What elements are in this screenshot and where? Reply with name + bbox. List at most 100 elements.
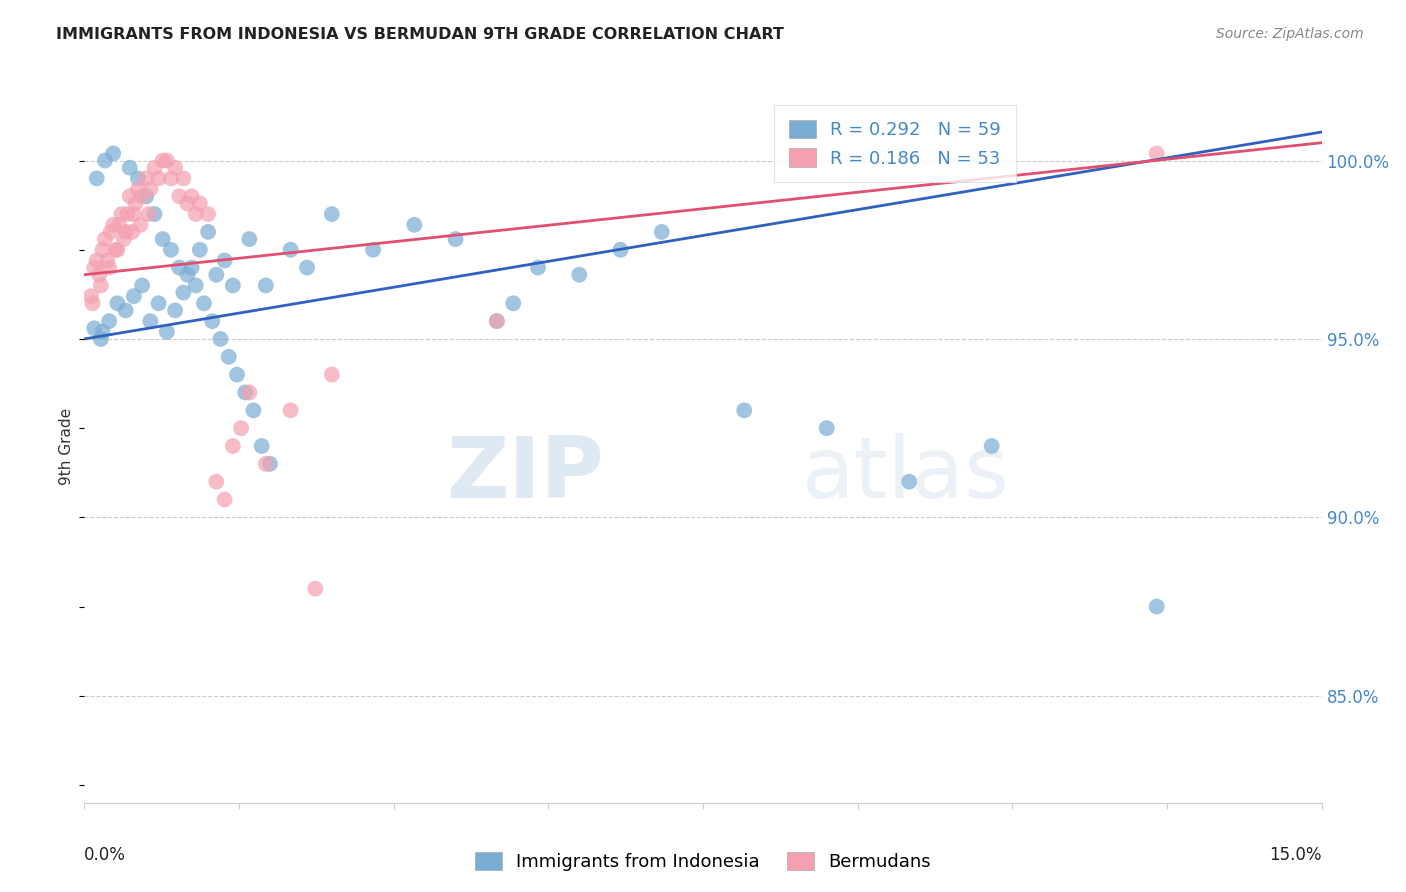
Point: [184, 207, 207, 221]
Point: [165, 161, 187, 175]
Point: [226, 368, 249, 382]
Point: [250, 439, 273, 453]
Point: [238, 385, 260, 400]
Point: [254, 278, 277, 293]
Point: [103, 218, 125, 232]
Point: [1146, 599, 1168, 614]
Point: [105, 243, 128, 257]
Point: [242, 403, 264, 417]
Point: [118, 189, 141, 203]
Point: [114, 225, 136, 239]
Point: [304, 582, 326, 596]
Point: [117, 207, 139, 221]
Point: [100, 225, 122, 239]
Point: [127, 182, 149, 196]
Point: [485, 314, 508, 328]
Point: [127, 171, 149, 186]
Point: [214, 253, 236, 268]
Point: [980, 439, 1002, 453]
Y-axis label: 9th Grade: 9th Grade: [59, 408, 75, 484]
Point: [138, 207, 160, 221]
Point: [172, 171, 194, 186]
Point: [122, 289, 145, 303]
Point: [105, 296, 128, 310]
Point: [112, 232, 135, 246]
Point: [609, 243, 631, 257]
Point: [259, 457, 281, 471]
Point: [122, 207, 145, 221]
Point: [121, 225, 143, 239]
Point: [1146, 146, 1168, 161]
Point: [233, 385, 256, 400]
Point: [815, 421, 838, 435]
Legend: R = 0.292   N = 59, R = 0.186   N = 53: R = 0.292 N = 59, R = 0.186 N = 53: [775, 105, 1015, 182]
Point: [280, 403, 302, 417]
Point: [118, 161, 141, 175]
Point: [83, 260, 105, 275]
Point: [321, 207, 343, 221]
Point: [152, 232, 174, 246]
Point: [229, 421, 252, 435]
Point: [222, 278, 245, 293]
Point: [143, 207, 166, 221]
Point: [180, 189, 202, 203]
Point: [143, 161, 166, 175]
Point: [139, 182, 162, 196]
Point: [184, 278, 207, 293]
Point: [91, 325, 114, 339]
Point: [152, 153, 174, 168]
Point: [197, 207, 219, 221]
Point: [295, 260, 318, 275]
Point: [90, 332, 112, 346]
Point: [205, 268, 228, 282]
Point: [485, 314, 508, 328]
Point: [129, 218, 152, 232]
Point: [135, 189, 157, 203]
Point: [114, 303, 136, 318]
Text: 0.0%: 0.0%: [84, 846, 127, 863]
Point: [96, 253, 118, 268]
Point: [197, 225, 219, 239]
Point: [222, 439, 245, 453]
Point: [254, 457, 277, 471]
Point: [94, 153, 117, 168]
Point: [733, 403, 755, 417]
Point: [131, 189, 153, 203]
Text: atlas: atlas: [801, 433, 1010, 516]
Text: IMMIGRANTS FROM INDONESIA VS BERMUDAN 9TH GRADE CORRELATION CHART: IMMIGRANTS FROM INDONESIA VS BERMUDAN 9T…: [56, 27, 785, 42]
Point: [139, 314, 162, 328]
Point: [280, 243, 302, 257]
Point: [156, 153, 179, 168]
Legend: Immigrants from Indonesia, Bermudans: Immigrants from Indonesia, Bermudans: [468, 845, 938, 879]
Point: [651, 225, 673, 239]
Point: [201, 314, 224, 328]
Point: [444, 232, 467, 246]
Point: [238, 232, 260, 246]
Point: [568, 268, 591, 282]
Point: [176, 268, 198, 282]
Point: [167, 189, 190, 203]
Point: [148, 171, 170, 186]
Point: [321, 368, 343, 382]
Point: [89, 268, 111, 282]
Point: [104, 243, 127, 257]
Point: [404, 218, 426, 232]
Point: [148, 296, 170, 310]
Point: [91, 243, 114, 257]
Point: [188, 243, 211, 257]
Point: [527, 260, 550, 275]
Point: [205, 475, 228, 489]
Point: [165, 303, 187, 318]
Point: [86, 171, 108, 186]
Point: [135, 171, 157, 186]
Point: [209, 332, 232, 346]
Point: [82, 296, 104, 310]
Point: [98, 314, 121, 328]
Point: [218, 350, 240, 364]
Point: [94, 232, 117, 246]
Point: [156, 325, 179, 339]
Point: [172, 285, 194, 300]
Point: [124, 196, 146, 211]
Text: Source: ZipAtlas.com: Source: ZipAtlas.com: [1216, 27, 1364, 41]
Point: [83, 321, 105, 335]
